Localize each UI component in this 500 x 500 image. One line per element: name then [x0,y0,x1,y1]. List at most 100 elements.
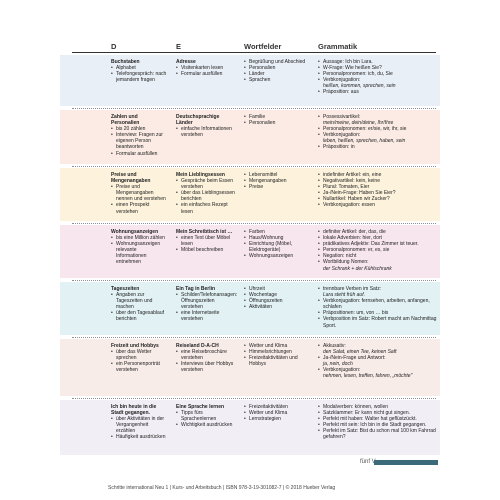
list-item: Visitenkarten lesen [176,65,236,71]
list-item: über das Wetter sprechen [111,349,167,361]
list-item: Wohnungsanzeigen relevante Informationen… [111,241,167,265]
list-item: über den Tagesablauf berichten [111,310,167,322]
list-item: Möbel beschreiben [176,247,236,253]
header-rule [72,52,436,53]
cell-title: Tageszeiten [111,286,140,292]
list-item: Präpositionen: um, von … bis [318,310,438,316]
list-item: heißen, kommen, sprechen, sein [323,83,396,90]
cell-g: Aussage: Ich bin Lara.W-Frage: Wie heiße… [318,59,438,96]
cell-title: Ich bin heute in die Stadt gegangen. [111,404,157,417]
list-item: trennbare Verben im Satz: [318,286,438,292]
list-item: Wochentage [244,292,308,298]
list-item: Farben [244,229,308,235]
list-item: Lebensmittel [244,172,308,178]
list-item: prädikatives Adjektiv: Das Zimmer ist te… [318,241,438,247]
cell-g: definiter Artikel: der, das, dielokale A… [318,229,438,272]
row-separator [72,280,436,281]
cell-e: Reiseland D-A-CHeine Reisebroschüre vers… [176,343,236,373]
list-item: Lara steht früh auf. [323,292,365,299]
row-separator [72,337,436,338]
row-separator [72,166,436,167]
list-item: bis eine Million zählen [111,235,167,241]
list-item: W-Frage: Wie heißen Sie? [318,65,438,71]
column-headers: D E Wortfelder Grammatik [72,42,436,52]
list-item: Telefongespräch: nach jemandem fragen [111,71,167,83]
list-item: der Schrank + der Kühlschrank [323,265,392,272]
list-item: Wohnungsanzeigen [244,253,308,259]
list-item: Einrichtung (Möbel, Elektrogeräte) [244,241,308,253]
list-item: Interviews über Hobbys verstehen [176,361,236,373]
list-item: Verbkonjugation: essen [318,202,438,208]
list-item: über das Lieblingsessen berichten [176,190,236,202]
list-item: Himmelsrichtungen [244,349,308,355]
cell-d: Zahlen und Personalienbis 20 zählenInter… [111,114,167,157]
list-item: Aktivitäten [244,304,308,310]
list-item: Verbkonjugation: [318,77,438,83]
row-separator [72,398,436,399]
cell-title: Zahlen und Personalien [111,114,140,127]
cell-d: Preise und MengenangabenPreise und Menge… [111,172,167,215]
header-wortfelder: Wortfelder [244,42,282,51]
list-item: Aussage: Ich bin Lara. [318,59,438,65]
list-item: Ja-/Nein-Frage und Antwort: [318,355,438,361]
cell-title: Ein Tag in Berlin [176,286,216,292]
list-item: Modalverben: können, wollen [318,404,438,410]
cell-g: Modalverben: können, wollenSatzklammer: … [318,404,438,441]
list-item: Präposition: aus [318,89,438,95]
list-item: einfache Informationen verstehen [176,126,236,138]
list-item: Wortbildung Nomen: [318,259,438,265]
cell-w: FarbenHaus/WohnungEinrichtung (Möbel, El… [244,229,308,260]
cell-title: Adresse [176,59,196,65]
list-item: einen Prospekt verstehen [111,202,167,214]
cell-title: Reiseland D-A-CH [176,343,219,349]
cell-d: Freizeit und Hobbysüber das Wetter sprec… [111,343,167,373]
cell-g: Possessivartikel:mein/meine, dein/deine,… [318,114,438,151]
list-item: Freizeitaktivitäten [244,404,308,410]
list-item: einen Text über Möbel lesen [176,235,236,247]
list-item: definiter Artikel: der, das, die [318,229,438,235]
list-item: Präposition: in [318,144,438,150]
list-item: Wichtigkeit ausdrücken [176,422,236,428]
list-item: Formular ausfüllen [176,71,236,77]
cell-w: Begrüßung und AbschiedPersonalienLänderS… [244,59,308,83]
cell-d: BuchstabenAlphabetTelefongespräch: nach … [111,59,167,83]
list-item: Familie [244,114,308,120]
list-item: leben, heißen, sprechen, haben, sein [323,138,406,145]
list-item: Ja-/Nein-Frage: Haben Sie Eier? [318,190,438,196]
list-item: nehmen, lesen, treffen, fahren, „möchte" [323,373,413,380]
cell-d: TageszeitenAngaben zur Tageszeiten und m… [111,286,167,323]
list-item: Plural: Tomaten, Eier [318,184,438,190]
row-separator [72,223,436,224]
list-item: Begrüßung und Abschied [244,59,308,65]
list-item: Gespräche beim Essen verstehen [176,178,236,190]
cell-e: Eine Sprache lernenTipps fürs Sprachenle… [176,404,236,428]
list-item: Verbkonjugation: fernsehen, arbeiten, an… [318,298,438,310]
page-label: fünf V [360,459,376,465]
list-item: Verbkonjugation: [318,367,438,373]
list-item: Personalien [244,65,308,71]
cell-g: trennbare Verben im Satz:Lara steht früh… [318,286,438,329]
list-item: lokale Adverbien: hier, dort [318,235,438,241]
list-item: Personalpronomen: er, es, sie [318,247,438,253]
header-grammatik: Grammatik [318,42,358,51]
list-item: Formular ausfüllen [111,151,167,157]
list-item: Verbkonjugation: [318,132,438,138]
cell-d: Wohnungsanzeigenbis eine Million zählenW… [111,229,167,266]
list-item: Tipps fürs Sprachenlernen [176,410,236,422]
list-item: Häufigkeit ausdrücken [111,434,167,440]
cell-e: Ein Tag in BerlinSchilder/Telefonansagen… [176,286,237,323]
list-item: eine Internetseite verstehen [176,310,236,322]
list-item: ja, nein, doch [323,361,353,368]
cell-w: FamiliePersonalien [244,114,308,126]
row-separator [72,108,436,109]
cell-e: Deutschsprachige Ländereinfache Informat… [176,114,236,138]
list-item: Verbposition im Satz: Robert macht am Na… [318,316,438,328]
list-item: Negativartikel: kein, keine [318,178,438,184]
cell-e: AdresseVisitenkarten lesenFormular ausfü… [176,59,236,77]
list-item: Nullartikel: Haben wir Zucker? [318,196,438,202]
list-item: Haus/Wohnung [244,235,308,241]
list-item: Alphabet [111,65,167,71]
list-item: Wetter und Klima [244,343,308,349]
cell-d: Ich bin heute in die Stadt gegangen.über… [111,404,167,441]
list-item: den Salat, einen Tee, keinen Saft [323,349,397,356]
